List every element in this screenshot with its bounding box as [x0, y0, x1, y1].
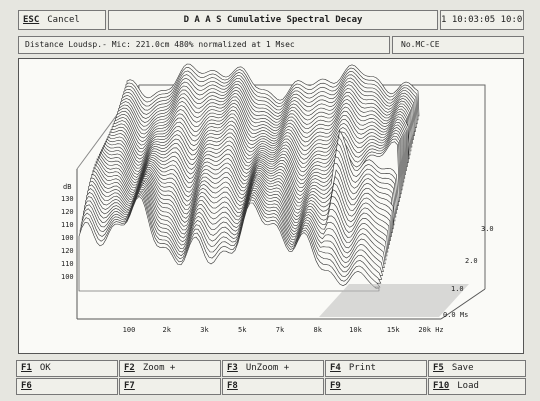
time-axis-tick-label: 0.0 Ms	[443, 311, 468, 319]
z-axis-tick-label: 110	[61, 221, 74, 229]
measurement-description: Distance Loudsp.- Mic: 221.0cm 480% norm…	[18, 36, 390, 54]
z-axis-tick-label: 130	[61, 195, 74, 203]
x-axis-tick-label: 5k	[238, 326, 247, 334]
window-title: D A A S Cumulative Spectral Decay	[108, 10, 438, 30]
time-axis-tick-label: 2.0	[465, 257, 478, 265]
f2-zoom-button[interactable]: F2 Zoom +	[119, 360, 221, 377]
time-axis-tick-label: 1.0	[451, 285, 464, 293]
f3-unzoom-button[interactable]: F3 UnZoom +	[222, 360, 324, 377]
x-axis-tick-label: 100	[123, 326, 136, 334]
z-axis-tick-label: 120	[61, 247, 74, 255]
cancel-label: Cancel	[47, 15, 80, 25]
f6-button[interactable]: F6	[16, 378, 118, 395]
x-axis-tick-label: 8k	[314, 326, 323, 334]
x-axis-tick-label: 10k	[349, 326, 362, 334]
datetime: 1 10:03:05 10:07	[440, 10, 524, 30]
z-axis-tick-label: 100	[61, 234, 74, 242]
plot-area: dB 130 120 110 100 120 110 100 100 2k 3k 5k 7k 8k 10k 1…	[18, 58, 524, 354]
waterfall-plot: dB 130 120 110 100 120 110 100 100 2k 3k 5k 7k 8k 10k 1…	[61, 63, 494, 334]
time-axis-tick-label: 3.0	[481, 225, 494, 233]
waterfall-slice	[78, 195, 380, 292]
x-axis-tick-label: 7k	[276, 326, 285, 334]
z-axis-tick-label: 110	[61, 260, 74, 268]
f4-print-button[interactable]: F4 Print	[325, 360, 427, 377]
cancel-button[interactable]: ESC Cancel	[18, 10, 106, 30]
esc-key-label: ESC	[23, 15, 40, 25]
measurement-ref: No.MC-CE	[392, 36, 524, 54]
f10-load-button[interactable]: F10 Load	[428, 378, 526, 395]
z-axis-tick-label: 120	[61, 208, 74, 216]
x-axis-tick-label: 3k	[200, 326, 209, 334]
f7-button[interactable]: F7	[119, 378, 221, 395]
f8-button[interactable]: F8	[222, 378, 324, 395]
plot-t-axis	[440, 288, 486, 320]
z-axis-unit-label: dB	[63, 183, 71, 191]
f5-save-button[interactable]: F5 Save	[428, 360, 526, 377]
x-axis-tick-label: 15k	[387, 326, 400, 334]
decay-floor-shade	[319, 284, 469, 317]
x-axis-tick-label: 20k Hz	[418, 326, 443, 334]
f1-ok-button[interactable]: F1 OK	[16, 360, 118, 377]
f9-button[interactable]: F9	[325, 378, 427, 395]
x-axis-tick-label: 2k	[163, 326, 172, 334]
z-axis-tick-label: 100	[61, 273, 74, 281]
